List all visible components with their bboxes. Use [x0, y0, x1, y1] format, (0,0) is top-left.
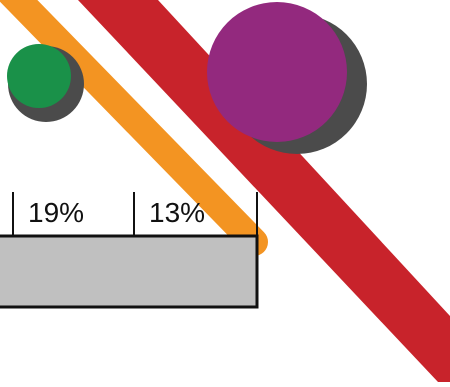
red-diagonal-band — [78, 0, 450, 382]
percent-label-13: 13% — [149, 197, 205, 228]
purple-circle — [207, 2, 347, 142]
green-circle — [7, 44, 71, 108]
orange-diagonal-band — [0, 0, 268, 256]
gray-bar — [0, 234, 259, 309]
percent-label-19: 19% — [28, 197, 84, 228]
